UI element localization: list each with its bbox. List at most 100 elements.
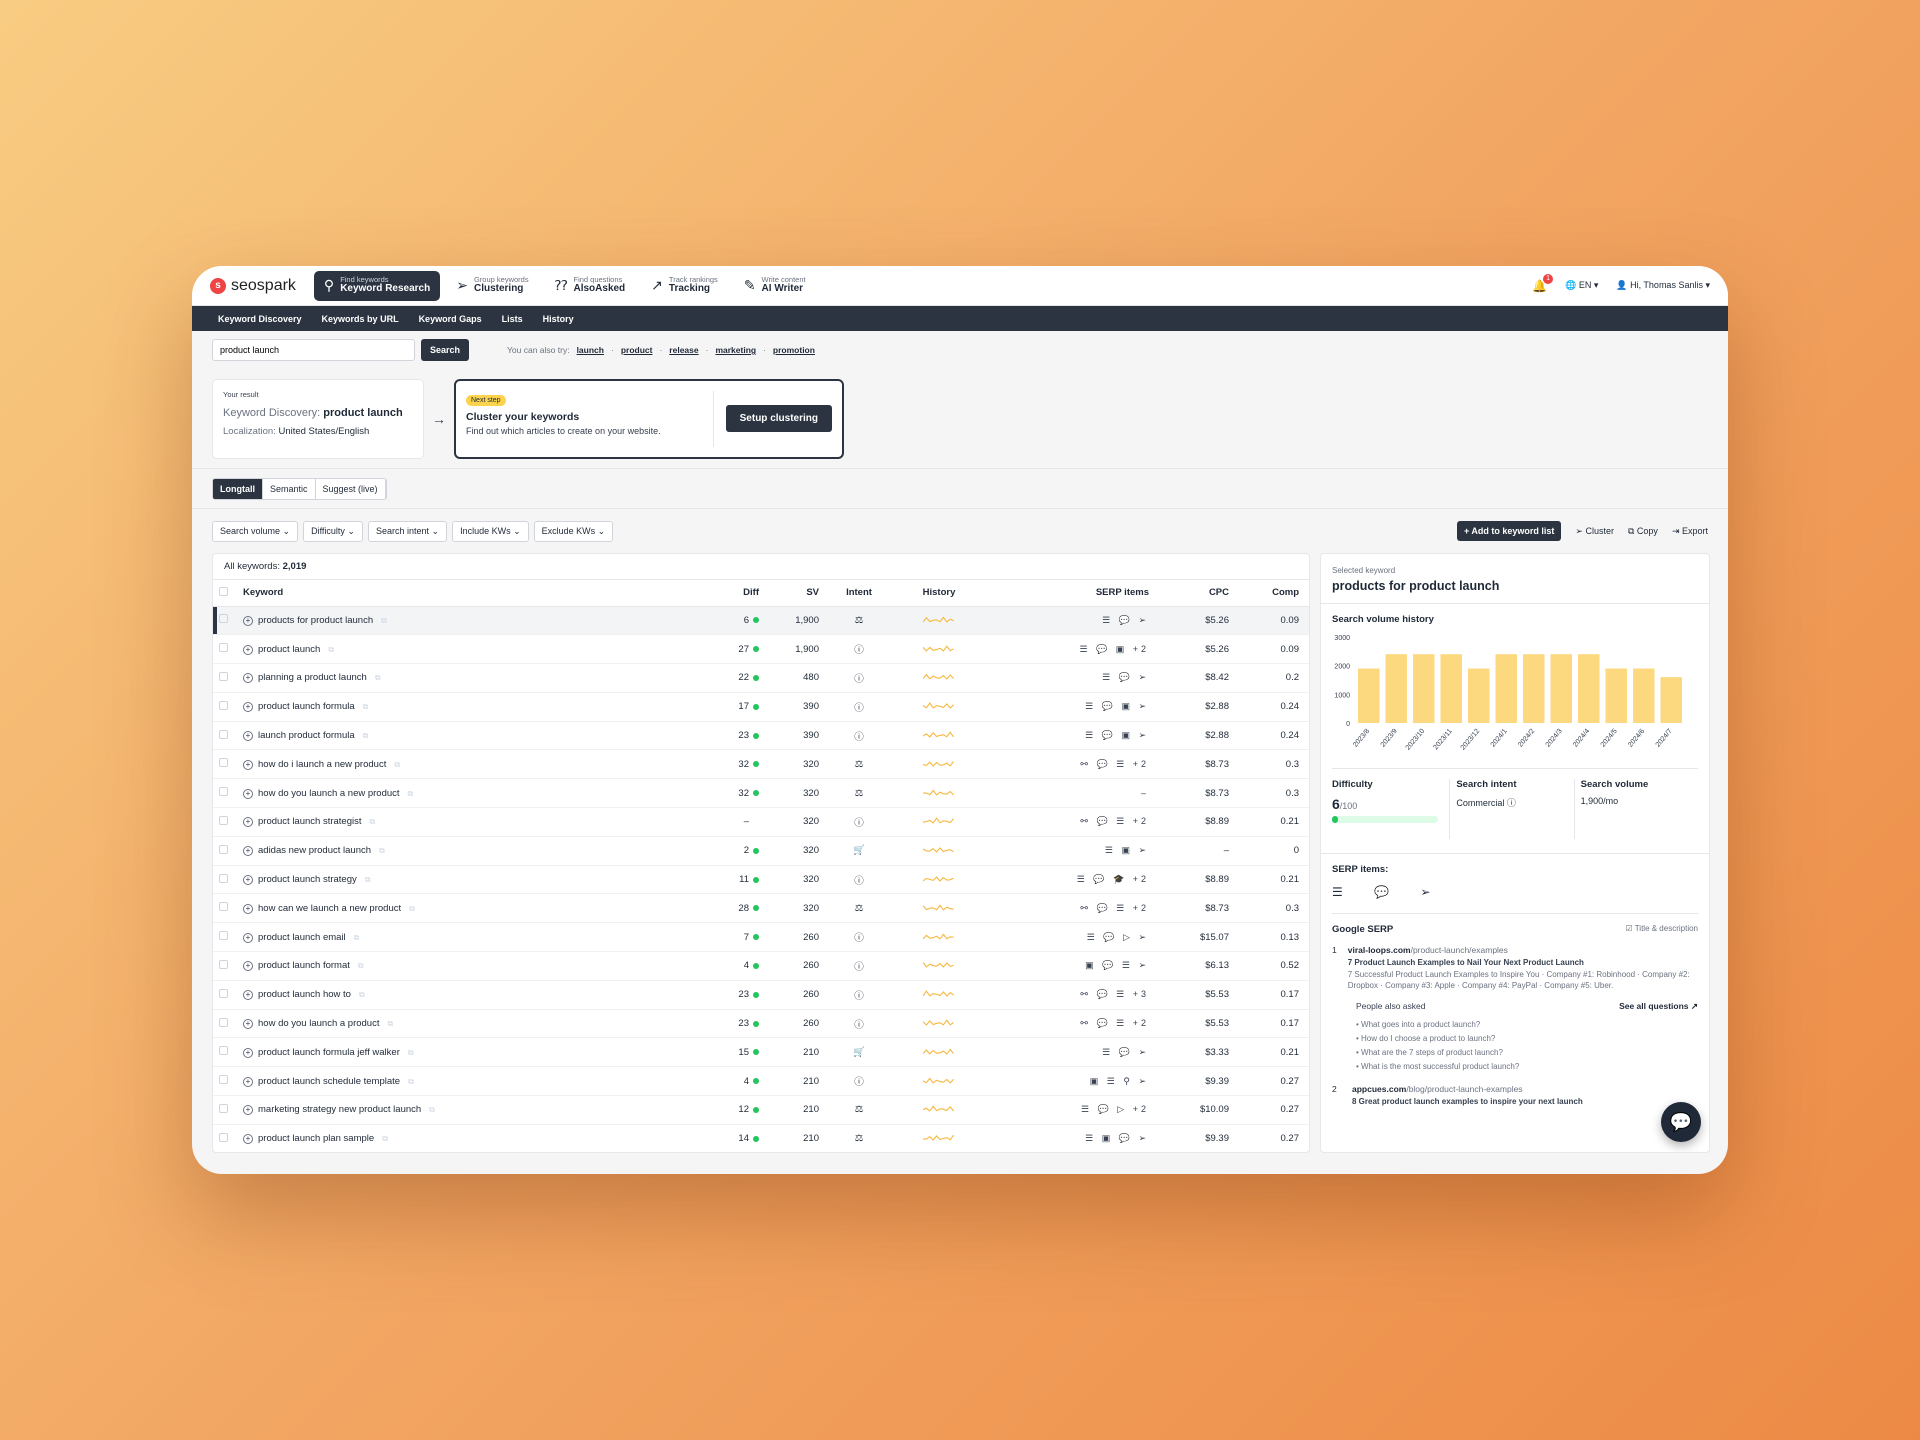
copy-icon[interactable]: ⧉ bbox=[358, 990, 365, 1000]
title-description-toggle[interactable]: ☑ Title & description bbox=[1625, 924, 1698, 933]
keyword-cell[interactable]: + product launch email ⧉ bbox=[243, 922, 709, 953]
serp-result[interactable]: 2 appcues.com/blog/product-launch-exampl… bbox=[1332, 1084, 1698, 1106]
table-row[interactable]: + adidas new product launch ⧉ 2 320 🛒 ☰ ▣ ➢ –0 bbox=[213, 836, 1309, 866]
tool-clustering[interactable]: ➢ Group keywords Clustering bbox=[446, 271, 538, 301]
add-keyword-icon[interactable]: + bbox=[243, 1105, 253, 1116]
row-checkbox[interactable] bbox=[213, 1095, 243, 1125]
filter-dropdown[interactable]: Difficulty ⌄ bbox=[303, 520, 363, 542]
serp-result[interactable]: 1 viral-loops.com/product-launch/example… bbox=[1332, 945, 1698, 991]
copy-icon[interactable]: ⧉ bbox=[387, 1019, 394, 1029]
copy-icon[interactable]: ⧉ bbox=[379, 846, 385, 856]
table-row[interactable]: + product launch email ⧉ 7 260 ⓘ ☰ 💬 ▷ ➢ $15.07… bbox=[213, 922, 1309, 953]
add-keyword-icon[interactable]: + bbox=[243, 615, 253, 626]
add-keyword-icon[interactable]: + bbox=[243, 846, 253, 857]
filter-dropdown[interactable]: Exclude KWs ⌄ bbox=[533, 520, 614, 542]
add-keyword-icon[interactable]: + bbox=[243, 903, 253, 914]
subnav-keyword-gaps[interactable]: Keyword Gaps bbox=[418, 313, 482, 324]
setup-clustering-button[interactable]: Setup clustering bbox=[725, 405, 832, 432]
volume-bar[interactable] bbox=[1605, 668, 1628, 723]
table-row[interactable]: + how do you launch a product ⧉ 23 260 ⓘ ⚯ 💬 ☰… bbox=[213, 1009, 1309, 1039]
copy-button[interactable]: ⧉ Copy bbox=[1628, 526, 1658, 537]
column-header-diff[interactable]: Diff bbox=[709, 580, 769, 607]
row-checkbox[interactable] bbox=[213, 1037, 243, 1068]
copy-icon[interactable]: ⧉ bbox=[328, 644, 335, 654]
table-row[interactable]: + product launch schedule template ⧉ 4 210 ⓘ ▣… bbox=[213, 1066, 1309, 1097]
subnav-history[interactable]: History bbox=[542, 313, 574, 324]
tool-keyword-research[interactable]: ⚲ Find keywords Keyword Research bbox=[313, 270, 441, 301]
keyword-cell[interactable]: + planning a product launch ⧉ bbox=[243, 663, 709, 693]
copy-icon[interactable]: ⧉ bbox=[409, 903, 415, 913]
copy-icon[interactable]: ⧉ bbox=[362, 731, 369, 741]
column-header-keyword[interactable]: Keyword bbox=[243, 580, 709, 607]
copy-icon[interactable]: ⧉ bbox=[374, 673, 381, 683]
table-row[interactable]: + product launch formula ⧉ 17 390 ⓘ ☰ 💬 ▣ ➢ $2.… bbox=[213, 692, 1309, 722]
question-item[interactable]: • What are the 7 steps of product launch… bbox=[1356, 1048, 1503, 1058]
copy-icon[interactable]: ⧉ bbox=[408, 1076, 414, 1086]
user-menu[interactable]: 👤 Hi, Thomas Sanlis ▾ bbox=[1616, 280, 1710, 290]
add-keyword-icon[interactable]: + bbox=[243, 990, 253, 1001]
question-item[interactable]: • How do I choose a product to launch? bbox=[1356, 1034, 1496, 1044]
add-keyword-icon[interactable]: + bbox=[243, 1047, 253, 1058]
search-button[interactable]: Search bbox=[421, 339, 470, 361]
keyword-cell[interactable]: + how do you launch a product ⧉ bbox=[243, 1009, 709, 1039]
filter-dropdown[interactable]: Include KWs ⌄ bbox=[452, 520, 529, 542]
table-row[interactable]: + product launch how to ⧉ 23 260 ⓘ ⚯ 💬 ☰ +3 $5.… bbox=[213, 980, 1309, 1010]
table-row[interactable]: + planning a product launch ⧉ 22 480 ⓘ ☰ 💬 ➢ $8… bbox=[213, 663, 1309, 693]
copy-icon[interactable]: ⧉ bbox=[382, 1134, 388, 1144]
keyword-cell[interactable]: + how can we launch a new product ⧉ bbox=[243, 893, 709, 924]
add-keyword-icon[interactable]: + bbox=[243, 702, 253, 713]
copy-icon[interactable]: ⧉ bbox=[407, 1047, 414, 1057]
notification-bell-icon[interactable]: 🔔 1 bbox=[1532, 273, 1554, 293]
copy-icon[interactable]: ⧉ bbox=[364, 875, 371, 885]
table-row[interactable]: + product launch ⧉ 27 1,900 ⓘ ☰ 💬 ▣ +2 $5.26 0.0… bbox=[213, 634, 1309, 665]
filter-dropdown[interactable]: Search volume ⌄ bbox=[212, 520, 299, 542]
table-row[interactable]: + how can we launch a new product ⧉ 28 320 ⚖ ⚯… bbox=[213, 893, 1309, 924]
tool-ai-writer[interactable]: ✎ Write content AI Writer bbox=[734, 271, 816, 301]
volume-bar[interactable] bbox=[1385, 654, 1408, 723]
volume-bar[interactable] bbox=[1523, 654, 1545, 723]
keyword-cell[interactable]: + product launch formula ⧉ bbox=[243, 692, 709, 722]
row-checkbox[interactable] bbox=[213, 692, 243, 722]
add-keyword-icon[interactable]: + bbox=[243, 817, 253, 828]
tool-tracking[interactable]: ↗ Track rankings Tracking bbox=[641, 271, 728, 301]
copy-icon[interactable]: ⧉ bbox=[353, 932, 360, 942]
copy-icon[interactable]: ⧉ bbox=[407, 788, 414, 798]
table-row[interactable]: + marketing strategy new product launch ⧉ 1… bbox=[213, 1095, 1309, 1125]
row-checkbox[interactable] bbox=[213, 721, 243, 751]
filter-dropdown[interactable]: Search intent ⌄ bbox=[367, 520, 448, 542]
add-to-keyword-list-button[interactable]: + Add to keyword list bbox=[1456, 521, 1562, 541]
suggestion-link[interactable]: product bbox=[620, 345, 653, 355]
subnav-keyword-discovery[interactable]: Keyword Discovery bbox=[218, 313, 302, 324]
row-checkbox[interactable] bbox=[213, 836, 243, 866]
logo[interactable]: s seospark bbox=[210, 277, 296, 295]
keyword-cell[interactable]: + product launch format ⧉ bbox=[243, 951, 709, 981]
table-row[interactable]: + product launch formula jeff walker ⧉ 15 21… bbox=[213, 1037, 1309, 1068]
table-row[interactable]: + how do i launch a new product ⧉ 32 320 ⚖ ⚯ 💬… bbox=[213, 749, 1309, 780]
keyword-cell[interactable]: + product launch ⧉ bbox=[243, 634, 709, 665]
tool-alsoasked[interactable]: ⁇ Find questions AlsoAsked bbox=[545, 271, 636, 301]
row-checkbox[interactable] bbox=[213, 865, 243, 895]
keyword-cell[interactable]: + products for product launch ⧉ bbox=[243, 606, 709, 636]
row-checkbox[interactable] bbox=[213, 606, 243, 636]
add-keyword-icon[interactable]: + bbox=[243, 731, 253, 742]
suggestion-link[interactable]: release bbox=[669, 345, 699, 355]
row-checkbox[interactable] bbox=[213, 778, 243, 809]
keyword-cell[interactable]: + how do i launch a new product ⧉ bbox=[243, 749, 709, 780]
row-checkbox[interactable] bbox=[213, 893, 243, 924]
add-keyword-icon[interactable]: + bbox=[243, 788, 253, 799]
volume-bar[interactable] bbox=[1440, 654, 1463, 723]
copy-icon[interactable]: ⧉ bbox=[362, 702, 369, 712]
row-checkbox[interactable] bbox=[213, 1009, 243, 1039]
language-selector[interactable]: 🌐 EN ▾ bbox=[1565, 280, 1599, 290]
column-header-cpc[interactable]: CPC bbox=[1159, 580, 1239, 607]
copy-icon[interactable]: ⧉ bbox=[357, 961, 364, 971]
copy-icon[interactable]: ⧉ bbox=[381, 615, 387, 625]
table-row[interactable]: + product launch format ⧉ 4 260 ⓘ ▣ 💬 ☰ ➢ $6.13… bbox=[213, 951, 1309, 981]
column-header-serp-items[interactable]: SERP items bbox=[989, 580, 1159, 607]
add-keyword-icon[interactable]: + bbox=[243, 932, 253, 943]
row-checkbox[interactable] bbox=[213, 1066, 243, 1097]
row-checkbox[interactable] bbox=[213, 951, 243, 981]
table-row[interactable]: + product launch strategy ⧉ 11 320 ⓘ ☰ 💬 🎓 +2 $… bbox=[213, 865, 1309, 895]
volume-bar[interactable] bbox=[1358, 668, 1380, 723]
volume-bar[interactable] bbox=[1413, 654, 1435, 723]
